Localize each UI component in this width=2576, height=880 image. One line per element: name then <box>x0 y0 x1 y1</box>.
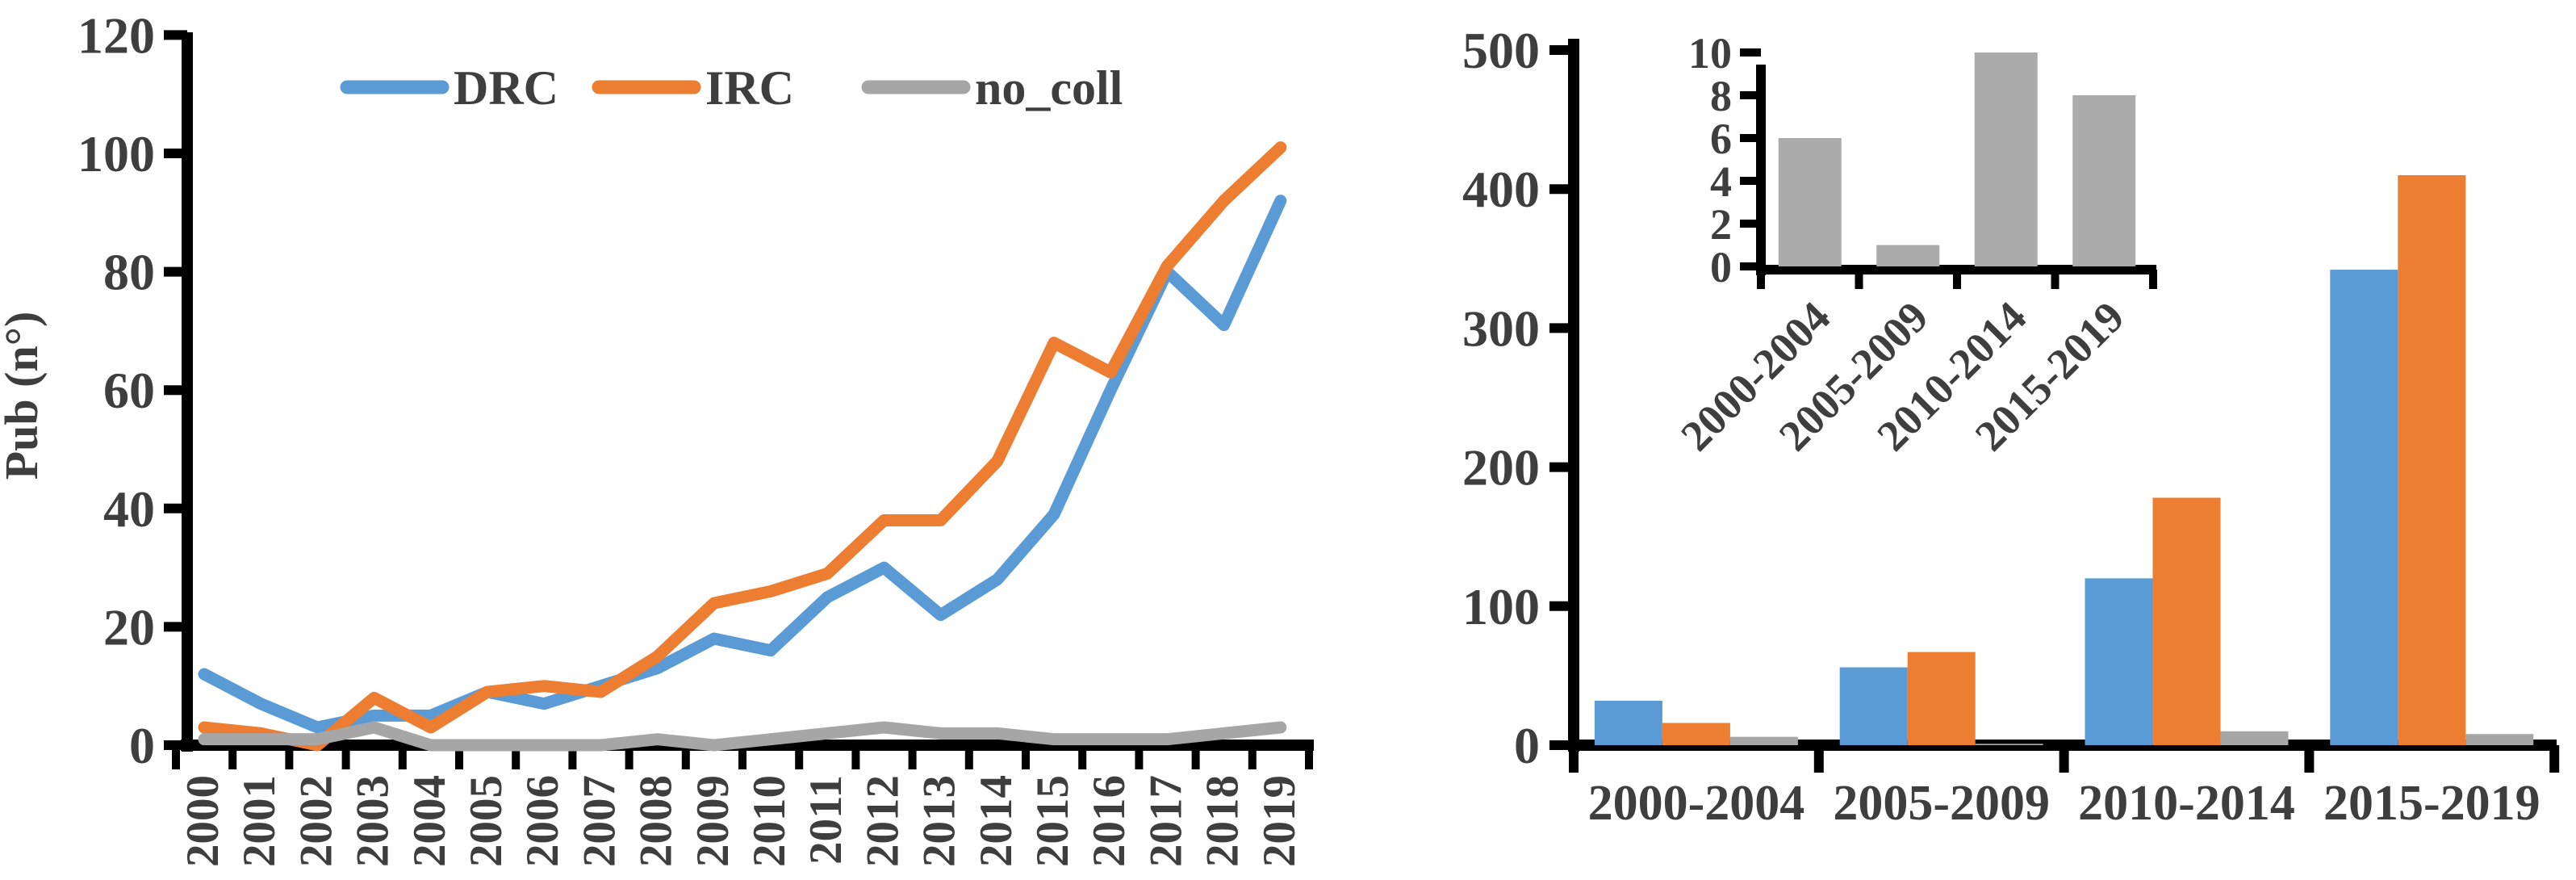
bar-group-2000-2004 <box>1594 700 1798 745</box>
year-label: 2001 <box>234 775 285 867</box>
period-label: 2005-2009 <box>1833 776 2050 831</box>
left-y-tick-label: 80 <box>103 244 155 301</box>
inset-no-coll-chart: 02468102000-20042005-20092010-20142015-2… <box>1671 29 2157 460</box>
period-label: 2015-2019 <box>2323 776 2540 831</box>
left-y-tick-label: 100 <box>77 125 155 182</box>
period-label: 2010-2014 <box>2078 776 2295 831</box>
left-y-tick-label: 120 <box>77 6 155 64</box>
inset-y-tick-label: 8 <box>1710 72 1732 120</box>
year-label: 2008 <box>631 775 682 867</box>
right-y-tick-label: 300 <box>1462 300 1540 357</box>
year-label: 2000 <box>178 775 228 867</box>
year-label: 2003 <box>348 775 399 867</box>
left-y-axis-title: Pub (n°) <box>0 312 48 480</box>
year-label: 2016 <box>1084 775 1135 867</box>
left-y-tick-label: 0 <box>129 717 155 774</box>
year-label: 2011 <box>801 775 851 865</box>
year-label: 2006 <box>517 775 568 867</box>
right-y-tick-label: 500 <box>1462 22 1540 79</box>
bar-group-2010-2014 <box>2085 497 2289 745</box>
year-label: 2013 <box>914 775 965 867</box>
right-y-tick-label: 100 <box>1462 578 1540 635</box>
drc-line <box>198 195 1287 734</box>
left-y-tick-label: 60 <box>103 362 155 419</box>
drc-bar <box>2330 270 2398 745</box>
left-y-tick-label: 20 <box>103 598 155 656</box>
drc-bar <box>1594 700 1662 745</box>
legend-item-irc: IRC <box>592 61 794 115</box>
right-y-tick-label: 200 <box>1462 439 1540 497</box>
year-label: 2009 <box>688 775 738 867</box>
inset-no-coll-bar <box>1876 245 1940 266</box>
drc-bar <box>1839 667 1908 745</box>
no-coll-line <box>198 721 1287 752</box>
inset-y-tick-label: 0 <box>1710 243 1732 291</box>
year-label: 2018 <box>1198 775 1248 867</box>
no-coll-bar <box>1975 744 2043 745</box>
period-label: 2000-2004 <box>1588 776 1805 831</box>
legend-label: DRC <box>454 61 558 115</box>
year-label: 2014 <box>971 775 1022 867</box>
inset-y-tick-label: 4 <box>1710 157 1732 206</box>
legend-item-no_coll: no_coll <box>861 61 1123 115</box>
bar-group-2005-2009 <box>1839 652 2043 745</box>
year-label: 2007 <box>574 775 625 867</box>
irc-bar <box>1907 652 1976 745</box>
year-label: 2017 <box>1140 775 1191 867</box>
inset-no-coll-bar <box>2072 95 2136 266</box>
inset-y-tick-label: 6 <box>1710 115 1732 163</box>
drc-bar <box>2085 578 2153 745</box>
inset-y-tick-label: 10 <box>1688 29 1732 78</box>
right-y-tick-label: 400 <box>1462 161 1540 218</box>
irc-bar <box>2152 497 2221 745</box>
inset-y-tick-label: 2 <box>1710 200 1732 249</box>
irc-bar <box>1662 723 1730 745</box>
legend-label: no_coll <box>975 61 1123 115</box>
year-label: 2002 <box>291 775 341 867</box>
legend-label: IRC <box>705 61 794 115</box>
inset-no-coll-bar <box>1778 138 1842 266</box>
no-coll-bar <box>1729 736 1798 745</box>
bar-group-2015-2019 <box>2330 174 2534 746</box>
right-y-tick-label: 0 <box>1514 717 1540 774</box>
no-coll-bar <box>2465 734 2534 745</box>
year-label: 2005 <box>461 775 512 867</box>
year-label: 2015 <box>1027 775 1078 867</box>
year-label: 2004 <box>404 775 455 867</box>
legend-item-drc: DRC <box>340 61 558 115</box>
year-label: 2012 <box>857 775 908 867</box>
year-label: 2010 <box>744 775 795 867</box>
irc-bar <box>2398 174 2466 746</box>
year-label: 2019 <box>1254 775 1305 867</box>
no-coll-bar <box>2220 731 2289 745</box>
left-y-tick-label: 40 <box>103 480 155 538</box>
inset-no-coll-bar <box>1974 52 2038 266</box>
irc-line <box>198 141 1287 752</box>
